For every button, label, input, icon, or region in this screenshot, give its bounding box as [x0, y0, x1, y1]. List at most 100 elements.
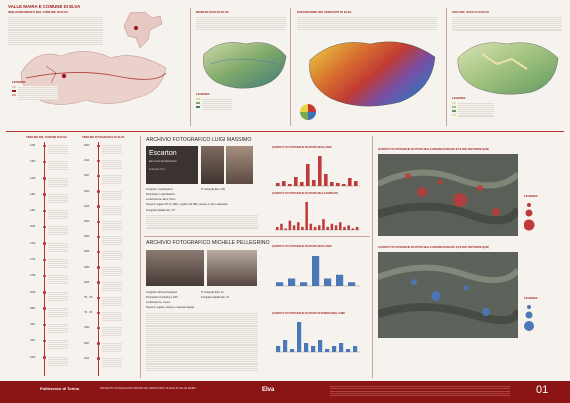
timeline-dot — [43, 339, 46, 343]
chart-bar — [300, 182, 304, 186]
timeline-entry-text — [102, 341, 122, 352]
massimo-borgate-map — [378, 154, 518, 236]
morfologia-text — [196, 16, 286, 30]
timeline-dot — [97, 250, 100, 254]
chart-bar — [318, 225, 321, 230]
inquadramento-title: INQUADRAMENTO DEL COMUNE DI ELVA — [8, 10, 69, 14]
timeline-year: 1796 — [30, 274, 36, 278]
chart-bar — [353, 346, 358, 352]
timeline-entry-text — [48, 209, 68, 220]
timeline-entry-text — [48, 160, 68, 171]
timeline-dot — [97, 281, 100, 284]
chart-bar — [305, 202, 308, 230]
timeline-entry-text — [102, 159, 122, 170]
book-author: Sebastian Pino — [149, 168, 166, 171]
chart-bar — [311, 346, 316, 352]
chart-bar — [290, 349, 295, 352]
legend-swatch — [196, 98, 200, 101]
compass-rose — [300, 104, 316, 120]
timeline-axis — [98, 142, 99, 376]
timeline-entry-text — [48, 144, 68, 154]
timeline-dot — [97, 205, 100, 208]
legend-text — [18, 86, 58, 100]
chart-bar — [294, 177, 298, 186]
pellegrino-field: Fotografo: Michele Pellegrino — [146, 291, 178, 294]
massimo-years-chart — [275, 156, 360, 187]
esposizione-map — [309, 41, 436, 107]
timeline-dot — [97, 190, 100, 193]
chart-bar — [276, 282, 284, 286]
chart-bar — [276, 346, 281, 352]
chart-bar — [346, 349, 351, 352]
timeline-dot — [43, 291, 46, 294]
timeline-year: 1933 — [30, 355, 36, 359]
chart-bar — [301, 226, 304, 230]
divider — [372, 136, 373, 378]
timeline-entry-text — [48, 306, 68, 317]
timeline-entry-text — [48, 339, 68, 350]
chart-bar — [318, 156, 322, 186]
pellegrino-title: ARCHIVIO FOTOGRAFICO MICHELE PELLEGRINO — [146, 240, 270, 246]
pellegrino-years-chart — [275, 256, 360, 287]
chart-bar — [284, 228, 287, 230]
timeline-dot — [43, 242, 46, 245]
footer-institution: Politecnico di Torino — [40, 386, 80, 391]
book-subtitle: Elementi Architettonici — [149, 159, 177, 163]
pellegrino-field: Nº fotografie Elva: 32 — [201, 291, 224, 294]
timeline-comune-title: TIMELINE DEL COMUNE DI ELVA — [26, 136, 67, 139]
chart-bar — [354, 181, 358, 186]
chart-bar — [297, 222, 300, 230]
timeline-dot — [97, 159, 100, 163]
timeline-year: '70 - '80 — [84, 311, 93, 315]
timeline-entry-text — [102, 250, 122, 261]
legend-swatch — [196, 106, 200, 109]
timeline-year: 1914 — [84, 159, 90, 163]
book-title: Escarton — [149, 150, 177, 157]
timeline-dot — [97, 311, 100, 315]
timeline-year: '50 - '60 — [84, 296, 93, 299]
chart-bar — [312, 256, 320, 286]
timeline-dot — [43, 274, 46, 278]
timeline-year: 1943 — [84, 189, 90, 193]
timeline-year: 1937 — [84, 174, 90, 178]
book-cover: Escarton Elementi Architettonici Sebasti… — [146, 146, 198, 184]
timeline-dot — [97, 266, 100, 269]
chart-bar — [348, 282, 356, 286]
chart-bar — [330, 223, 334, 230]
legend-text — [458, 102, 494, 118]
massimo-field: Nº fotografie Elva: 189 — [201, 188, 225, 191]
chart-bar — [322, 219, 325, 230]
chart-bar — [306, 164, 310, 186]
chart-bar — [297, 322, 302, 352]
chart-bar — [309, 223, 313, 230]
chart-bar — [339, 222, 342, 230]
chart-bar — [304, 343, 309, 352]
timeline-dot — [97, 357, 100, 360]
chart-bar — [336, 274, 344, 286]
map-legend — [524, 203, 535, 231]
timeline-entry-text — [48, 290, 68, 301]
timeline-year: 1264 — [30, 144, 36, 147]
chart-bar — [288, 220, 292, 230]
timeline-entry-text — [48, 323, 68, 334]
massimo-title: ARCHIVIO FOTOGRAFICO LUIGI MASSIMO — [146, 137, 252, 143]
timeline-dot — [97, 342, 100, 345]
pellegrino-field: Supporti: negativi, stampe e materiale d… — [146, 306, 195, 309]
timeline-entry-text — [102, 265, 122, 276]
chart-bar — [318, 340, 323, 352]
pellegrino-notes — [146, 312, 258, 372]
chart-bar — [282, 181, 286, 186]
chart-bar — [348, 178, 352, 186]
legend-swatch — [12, 86, 16, 89]
legend-swatch — [452, 110, 456, 113]
archive-photo — [226, 146, 253, 184]
timeline-year: 2007 — [84, 341, 90, 345]
timeline-year: 1497 — [30, 209, 36, 213]
chart-bar — [292, 225, 296, 230]
massimo-field: Supporti: negativi 35 mm (BN), negativi … — [146, 203, 228, 206]
timeline-year: 1861 — [30, 306, 36, 310]
timeline-dot — [97, 174, 100, 178]
timeline-year: 1966 — [84, 250, 90, 254]
timeline-entry-text — [102, 204, 122, 215]
